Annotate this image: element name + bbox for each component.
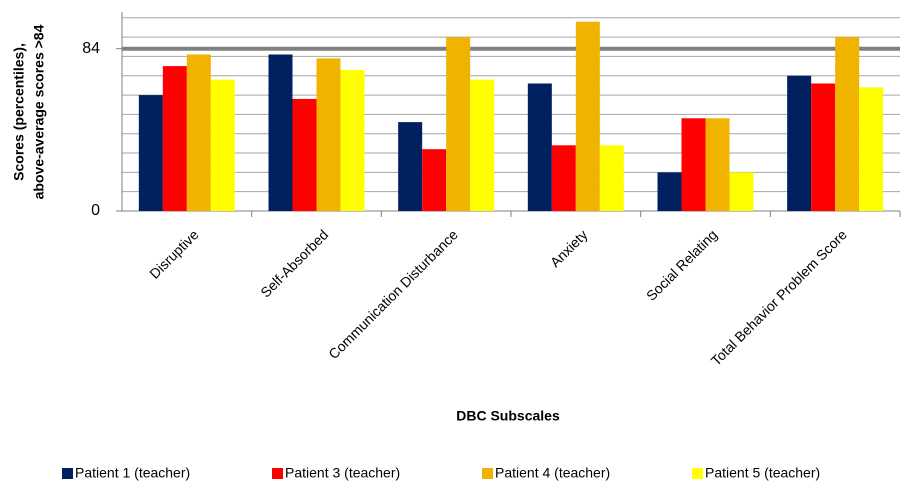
x-tick-label: Self-Absorbed bbox=[257, 226, 331, 300]
x-tick-label: Communication Disturbance bbox=[325, 226, 461, 362]
bar bbox=[292, 98, 317, 211]
y-axis-title: above-average scores >84 bbox=[31, 24, 47, 199]
bar bbox=[186, 54, 211, 212]
legend-swatch bbox=[692, 468, 703, 479]
bar bbox=[527, 83, 552, 211]
legend-swatch bbox=[482, 468, 493, 479]
bar bbox=[470, 79, 495, 211]
bar bbox=[210, 79, 235, 211]
legend-label: Patient 3 (teacher) bbox=[285, 465, 400, 481]
legend-label: Patient 5 (teacher) bbox=[705, 465, 820, 481]
bar bbox=[268, 54, 293, 212]
y-tick-label: 0 bbox=[91, 202, 100, 219]
bar bbox=[811, 83, 836, 211]
x-tick-label: Anxiety bbox=[547, 226, 591, 270]
bar bbox=[859, 87, 884, 211]
x-tick-label: Disruptive bbox=[146, 226, 201, 281]
bar bbox=[316, 58, 341, 212]
bar bbox=[398, 122, 423, 211]
bar bbox=[162, 66, 187, 212]
x-tick-label: Social Relating bbox=[643, 226, 720, 303]
bar bbox=[729, 172, 754, 211]
bar bbox=[705, 118, 730, 211]
bar bbox=[551, 145, 576, 211]
bar bbox=[422, 149, 447, 211]
legend-swatch bbox=[272, 468, 283, 479]
bar bbox=[446, 37, 471, 212]
bar bbox=[787, 75, 812, 211]
x-tick-label: Total Behavior Problem Score bbox=[708, 226, 850, 368]
y-tick-label: 84 bbox=[82, 40, 100, 57]
bar bbox=[575, 21, 600, 212]
legend-label: Patient 4 (teacher) bbox=[495, 465, 610, 481]
x-axis-title: DBC Subscales bbox=[456, 408, 560, 424]
legend-label: Patient 1 (teacher) bbox=[75, 465, 190, 481]
bar bbox=[340, 69, 365, 211]
bar bbox=[681, 118, 706, 211]
bar bbox=[138, 95, 163, 211]
bar bbox=[657, 172, 682, 211]
legend-swatch bbox=[62, 468, 73, 479]
bar bbox=[835, 37, 860, 212]
bar bbox=[599, 145, 624, 211]
y-axis-title: Scores (percentiles), bbox=[11, 43, 27, 181]
